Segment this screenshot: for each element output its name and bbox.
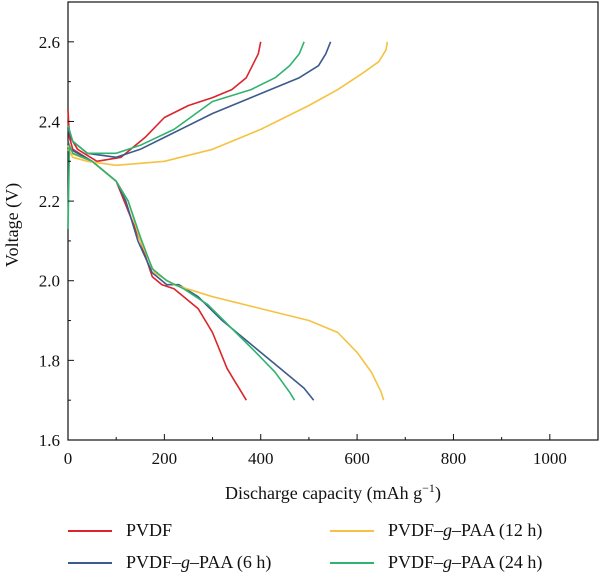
legend-item: PVDF–g–PAA (12 h) xyxy=(330,520,542,541)
y-axis-title: Voltage (V) xyxy=(2,183,23,267)
y-tick-label: 1.8 xyxy=(39,351,60,370)
x-axis-title: Discharge capacity (mAh g−1) xyxy=(225,481,441,504)
series-1-discharge-line xyxy=(67,141,315,401)
x-tick-label: 600 xyxy=(344,449,370,468)
legend-swatch xyxy=(330,561,374,564)
plot-border xyxy=(67,1,599,441)
series-3-charge-line xyxy=(67,41,305,155)
plot-frame xyxy=(67,1,599,441)
x-axis-title-superscript: −1 xyxy=(422,481,435,495)
series-0-charge-line xyxy=(67,41,262,163)
y-tick-label: 2.0 xyxy=(39,272,60,291)
legend-label: PVDF–g–PAA (6 h) xyxy=(126,552,272,572)
legend-swatch xyxy=(68,561,112,564)
legend: PVDF PVDF–g–PAA (6 h) PVDF–g–PAA (12 h) PVD… xyxy=(0,512,600,578)
legend-item: PVDF xyxy=(68,520,172,541)
y-tick-label: 2.2 xyxy=(39,192,60,211)
legend-label: PVDF–g–PAA (12 h) xyxy=(388,520,543,540)
series-2-charge-line xyxy=(67,41,389,167)
series-2-discharge-line xyxy=(67,145,385,401)
y-tick-label: 1.6 xyxy=(39,431,60,450)
y-tick-label: 2.6 xyxy=(39,33,60,52)
legend-item: PVDF–g–PAA (24 h) xyxy=(330,552,542,573)
voltage-capacity-chart: 0 200 400 600 800 1000 1.6 1.8 2.0 2.2 2.4 2.6 Disc… xyxy=(2,1,599,504)
x-axis-title-main: Discharge capacity (mAh g xyxy=(225,483,422,504)
x-tick-label: 1000 xyxy=(533,449,567,468)
legend-item: PVDF–g–PAA (6 h) xyxy=(68,552,271,573)
x-tick-label: 0 xyxy=(64,449,73,468)
legend-label: PVDF xyxy=(126,520,173,540)
series-lines xyxy=(67,41,389,401)
x-axis-title-end: ) xyxy=(435,483,441,504)
series-1-charge-line xyxy=(67,41,332,159)
legend-swatch xyxy=(68,529,112,532)
series-3-discharge-line xyxy=(67,144,296,401)
x-tick-label: 200 xyxy=(152,449,178,468)
x-tick-label: 800 xyxy=(441,449,467,468)
legend-swatch xyxy=(330,529,374,532)
legend-label: PVDF–g–PAA (24 h) xyxy=(388,552,543,572)
axis-ticks: 0 200 400 600 800 1000 1.6 1.8 2.0 2.2 2.4 2.6 xyxy=(39,33,567,468)
y-tick-label: 2.4 xyxy=(39,112,61,131)
x-tick-label: 400 xyxy=(248,449,274,468)
